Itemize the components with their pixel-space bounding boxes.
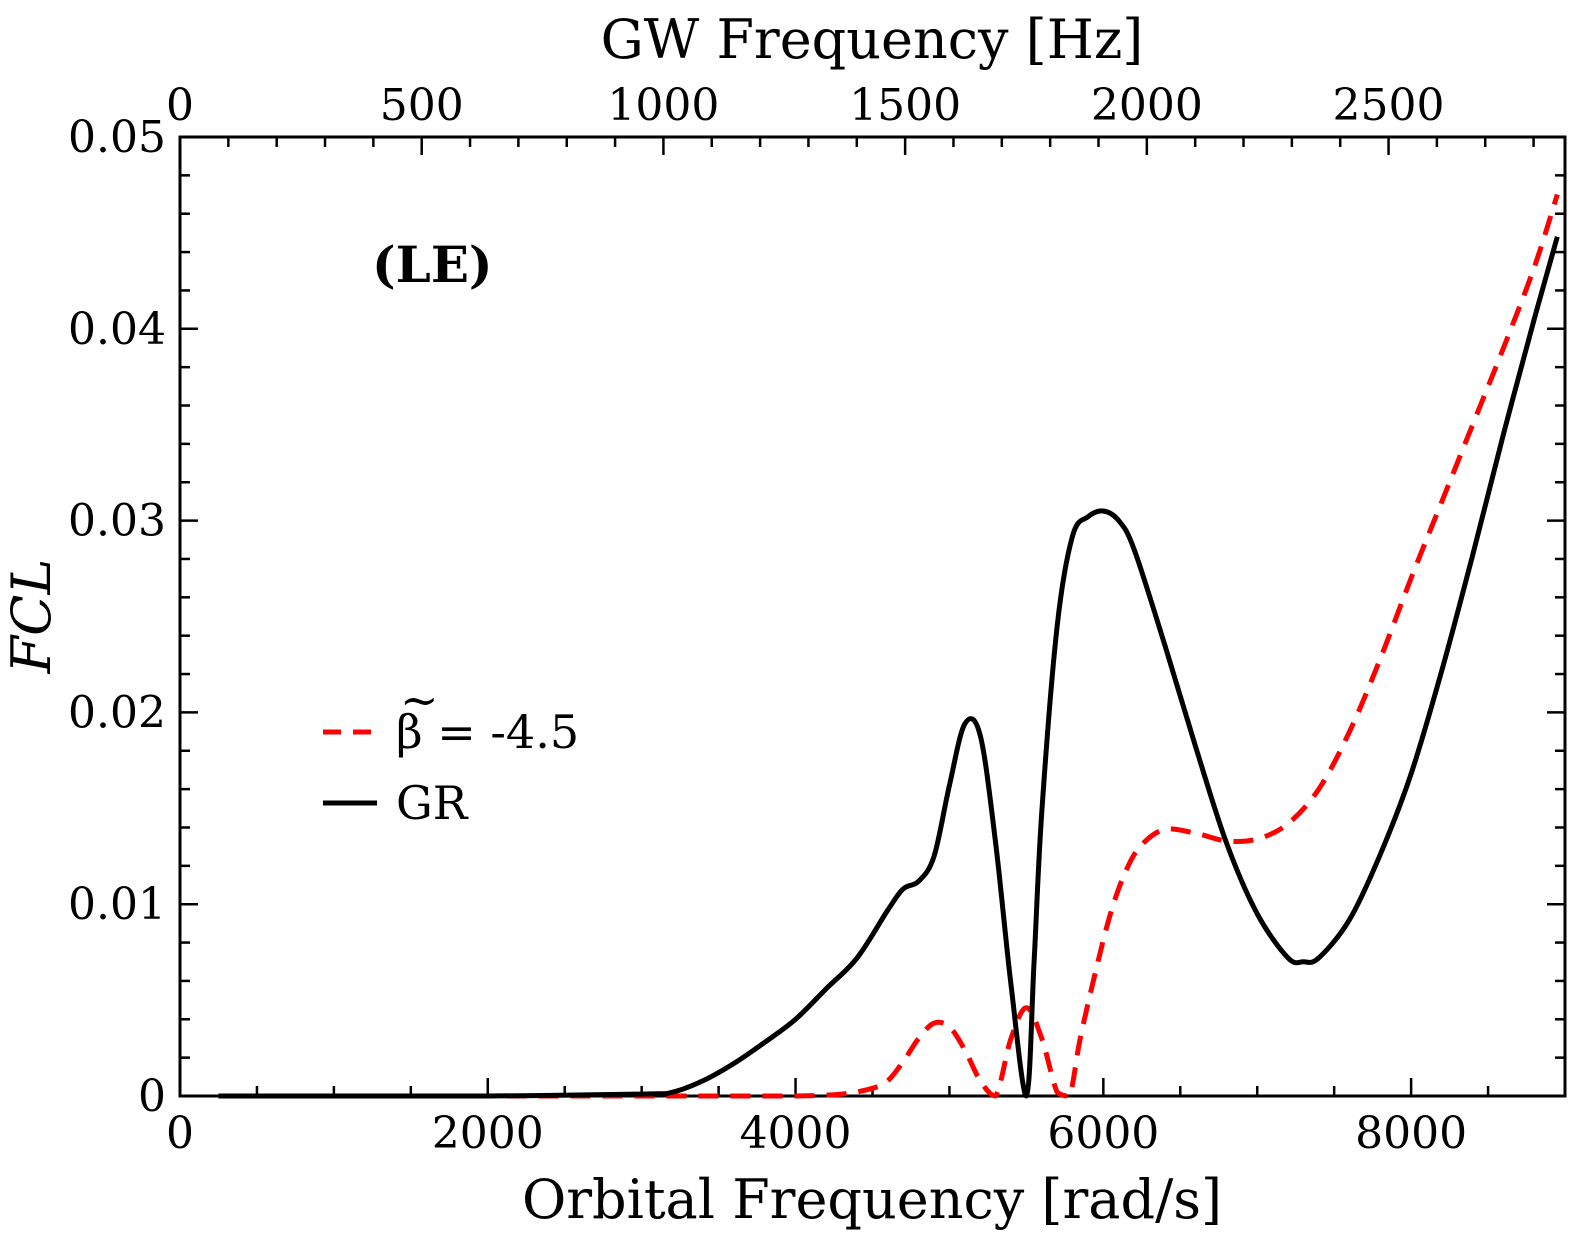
series-gr-line <box>218 236 1560 1099</box>
legend-label-beta: β = -4.5 <box>396 705 579 759</box>
x2-tick-label: 1500 <box>849 80 961 131</box>
y-tick-label: 0.01 <box>68 879 166 930</box>
x-tick-label: 4000 <box>740 1108 852 1159</box>
legend: ~ β = -4.5 GR <box>323 673 579 830</box>
series-beta-line <box>218 193 1560 1099</box>
x-axis-title: Orbital Frequency [rad/s] <box>522 1168 1222 1231</box>
x2-axis-title: GW Frequency [Hz] <box>601 8 1144 71</box>
panel-annotation: (LE) <box>372 235 493 294</box>
x-tick-label: 2000 <box>432 1108 544 1159</box>
x2-tick-label: 1000 <box>607 80 719 131</box>
legend-label-beta-symbol: β <box>396 705 423 759</box>
legend-label-beta-accent: ~ <box>400 673 439 727</box>
series-layer <box>218 193 1560 1099</box>
y-tick-label: 0.04 <box>68 304 166 355</box>
x2-tick-label: 2500 <box>1333 80 1445 131</box>
x-tick-label: 6000 <box>1047 1108 1159 1159</box>
y-tick-label: 0.02 <box>68 687 166 738</box>
y-tick-label: 0.03 <box>68 496 166 547</box>
x-tick-label: 8000 <box>1355 1108 1467 1159</box>
x2-tick-label: 2000 <box>1091 80 1203 131</box>
x-tick-label: 0 <box>166 1108 194 1159</box>
y-tick-label: 0.05 <box>68 112 166 163</box>
legend-label-gr: GR <box>396 776 469 830</box>
y-axis-title: FCL <box>0 559 63 675</box>
x2-tick-label: 500 <box>380 80 464 131</box>
y-tick-label: 0 <box>138 1071 166 1122</box>
legend-label-beta-value: = -4.5 <box>423 705 580 759</box>
x2-tick-label: 0 <box>166 80 194 131</box>
